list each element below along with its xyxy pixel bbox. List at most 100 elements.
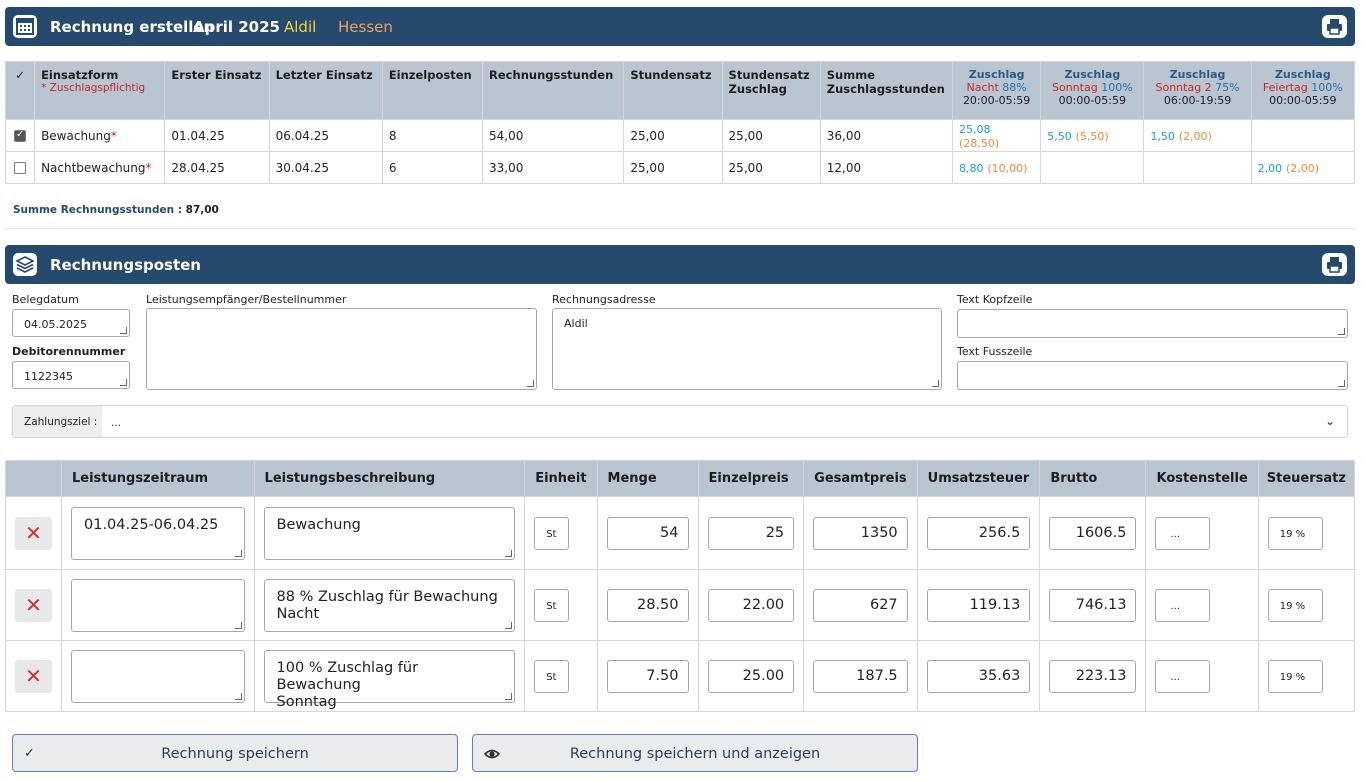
rechnungsstunden-value: 33,00 — [482, 151, 625, 184]
belegdatum-field[interactable]: 04.05.2025 — [12, 309, 130, 337]
zuschlag-title: Zuschlag — [968, 68, 1025, 81]
zeitraum-field[interactable]: 01.04.25-06.04.25 — [71, 506, 245, 560]
zeitraum-field[interactable] — [71, 578, 245, 632]
einzelpreis-field[interactable]: 25 — [707, 516, 795, 550]
brutto-field[interactable]: 746.13 — [1049, 588, 1137, 622]
col-einzelpreis: Einzelpreis — [697, 460, 805, 497]
zuschlag-cell: 8,80 (10,00) — [952, 151, 1042, 184]
debitor-label: Debitorennummer — [12, 345, 126, 358]
gesamtpreis-field[interactable]: 627 — [813, 588, 908, 622]
zuschlag-title: Zuschlag — [1064, 68, 1121, 81]
region-label: Hessen — [338, 18, 393, 36]
zuschlag-name: Sonntag — [1052, 81, 1098, 94]
steuersatz-field[interactable]: 19 % — [1267, 659, 1323, 693]
rechnungsstunden-value: 54,00 — [482, 119, 625, 152]
print-button[interactable] — [1322, 253, 1347, 276]
zeitraum-field[interactable] — [71, 649, 245, 703]
calendar-icon — [13, 15, 37, 38]
print-button[interactable] — [1322, 15, 1347, 38]
menge-field[interactable]: 54 — [606, 516, 689, 550]
beschreibung-line: Sonntag — [276, 693, 337, 710]
einsatzform-value: Bewachung — [41, 128, 111, 143]
einzelpreis-field[interactable]: 25.00 — [707, 659, 795, 693]
zuschlag-name: Feiertag — [1262, 81, 1308, 94]
steuersatz-field[interactable]: 19 % — [1267, 516, 1323, 550]
zahlungsziel-value: ... — [111, 415, 122, 429]
stundensatz-value: 25,00 — [623, 151, 723, 184]
zuschlag-time: 20:00-05:59 — [962, 94, 1031, 107]
stundensatz-value: 25,00 — [623, 119, 723, 152]
umsatzsteuer-field[interactable]: 119.13 — [926, 588, 1031, 622]
zuschlag-title: Zuschlag — [1274, 68, 1331, 81]
col-rechnungsstunden: Rechnungsstunden — [482, 61, 625, 120]
einsatzform-label: Einsatzform — [41, 68, 119, 82]
einheit-field[interactable]: St — [534, 516, 570, 550]
beschreibung-line: 88 % Zuschlag für Bewachung — [276, 588, 498, 605]
einheit-field[interactable]: St — [534, 659, 570, 693]
erster-einsatz-value: 01.04.25 — [164, 119, 270, 152]
col-zuschlag-nacht: Zuschlag Nacht 88% 20:00-05:59 — [952, 61, 1042, 120]
col-stundensatz: Stundensatz — [623, 61, 723, 120]
empfaenger-label: Leistungsempfänger/Bestellnummer — [146, 293, 347, 306]
save-and-show-button[interactable]: Rechnung speichern und anzeigen — [472, 734, 918, 772]
zahlungsziel-select[interactable]: Zahlungsziel : ... ⌄ — [12, 405, 1348, 438]
col-leistungsbeschreibung: Leistungsbeschreibung — [253, 460, 526, 497]
letzter-einsatz-value: 06.04.25 — [268, 119, 383, 152]
col-menge: Menge — [596, 460, 699, 497]
einheit-field[interactable]: St — [534, 588, 570, 622]
kostenstelle-field[interactable]: ... — [1155, 659, 1211, 693]
zuschlag-pct: 100% — [1101, 81, 1133, 94]
table-row: ✕ 01.04.25-06.04.25 Bewachung St 54 25 1… — [5, 496, 1356, 570]
beschreibung-field[interactable]: 88 % Zuschlag für Bewachung Nacht — [263, 578, 516, 632]
umsatzsteuer-field[interactable]: 35.63 — [926, 659, 1031, 693]
adresse-label: Rechnungsadresse — [552, 293, 656, 306]
menge-field[interactable]: 7.50 — [606, 659, 689, 693]
gesamtpreis-field[interactable]: 1350 — [813, 516, 908, 550]
steuersatz-field[interactable]: 19 % — [1267, 588, 1323, 622]
fusszeile-field[interactable] — [957, 361, 1348, 390]
delete-row-button[interactable]: ✕ — [15, 588, 52, 622]
zuschlag-cell — [1040, 151, 1145, 184]
fusszeile-label: Text Fusszeile — [957, 345, 1033, 358]
adresse-field[interactable]: Aldil — [552, 308, 942, 390]
chevron-down-icon: ⌄ — [1324, 414, 1335, 428]
beschreibung-line: 100 % Zuschlag für Bewachung — [276, 659, 419, 693]
beschreibung-field[interactable]: 100 % Zuschlag für Bewachung Sonntag — [263, 649, 516, 710]
kopfzeile-field[interactable] — [957, 309, 1348, 338]
zuschlag-cell: 25,08 (28,50) — [952, 119, 1042, 152]
einzelpreis-field[interactable]: 22.00 — [707, 588, 795, 622]
zuschlag-pct: 75% — [1215, 81, 1240, 94]
umsatzsteuer-field[interactable]: 256.5 — [926, 516, 1031, 550]
empfaenger-field[interactable] — [146, 308, 537, 390]
menge-field[interactable]: 28.50 — [606, 588, 689, 622]
stundensatz-zuschlag-value: 25,00 — [721, 119, 821, 152]
erster-einsatz-value: 28.04.25 — [164, 151, 270, 184]
table-row: ✕ 100 % Zuschlag für Bewachung Sonntag St… — [5, 640, 1356, 712]
row-checkbox[interactable] — [14, 129, 27, 142]
rechnungsposten-table: Leistungszeitraum Leistungsbeschreibung … — [5, 460, 1356, 712]
debitor-field[interactable]: 1122345 — [12, 361, 130, 389]
delete-row-button[interactable]: ✕ — [15, 516, 52, 550]
letzter-einsatz-value: 30.04.25 — [268, 151, 383, 184]
col-erster-einsatz: Erster Einsatz — [164, 61, 270, 120]
belegdatum-label: Belegdatum — [12, 293, 79, 306]
col-stundensatz-zuschlag: Stundensatz Zuschlag — [721, 61, 821, 120]
einsatz-table: ✓ Einsatzform * Zuschlagspflichtig Erster… — [4, 61, 1356, 184]
check-icon: ✓ — [24, 746, 35, 761]
zuschlag-name: Sonntag 2 — [1155, 81, 1212, 94]
zuschlag-time: 00:00-05:59 — [1058, 94, 1127, 107]
save-button[interactable]: ✓ Rechnung speichern — [12, 734, 458, 772]
brutto-field[interactable]: 223.13 — [1049, 659, 1137, 693]
brutto-field[interactable]: 1606.5 — [1049, 516, 1137, 550]
zuschlagspflichtig-label: * Zuschlagspflichtig — [41, 82, 146, 94]
delete-row-button[interactable]: ✕ — [15, 659, 52, 693]
col-umsatzsteuer: Umsatzsteuer — [916, 460, 1041, 497]
zuschlag-pct: 100% — [1311, 81, 1343, 94]
row-checkbox[interactable] — [14, 162, 27, 174]
beschreibung-field[interactable]: Bewachung — [263, 506, 516, 560]
col-zuschlag-sonntag2: Zuschlag Sonntag 2 75% 06:00-19:59 — [1143, 61, 1252, 120]
kostenstelle-field[interactable]: ... — [1155, 588, 1211, 622]
gesamtpreis-field[interactable]: 187.5 — [813, 659, 908, 693]
kostenstelle-field[interactable]: ... — [1155, 516, 1211, 550]
zuschlag-cell — [1143, 151, 1252, 184]
